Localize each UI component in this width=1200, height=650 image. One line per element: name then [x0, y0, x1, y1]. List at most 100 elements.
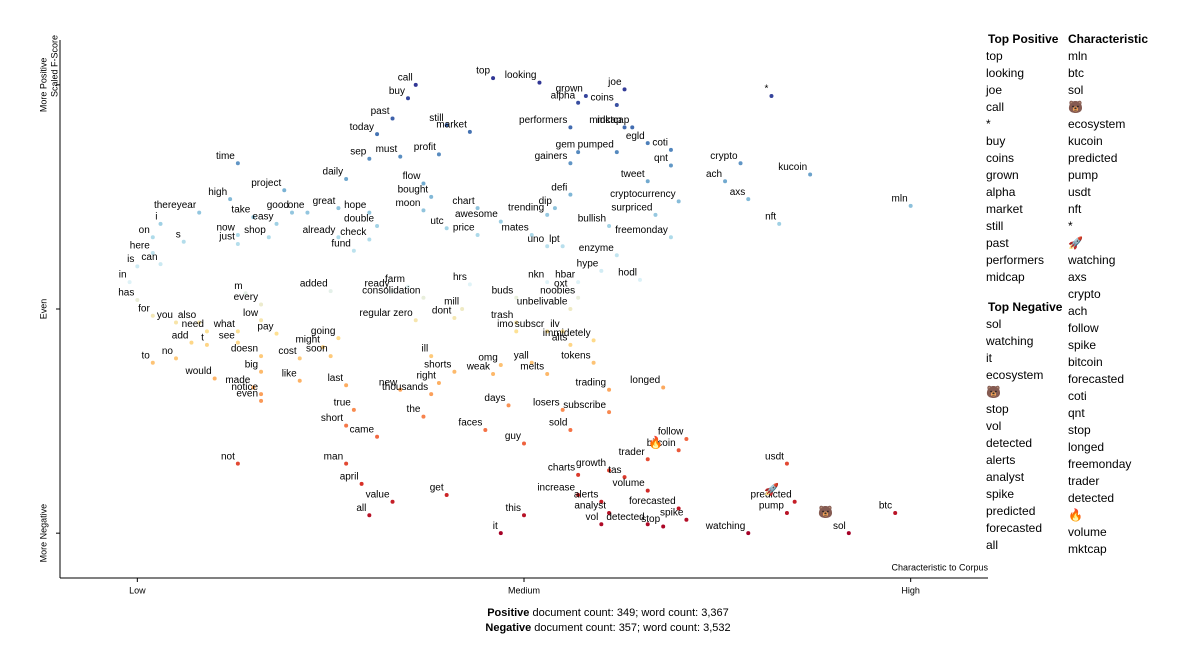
- word-label: project: [251, 178, 281, 189]
- list-item: joe: [985, 83, 1002, 97]
- word-point: [251, 385, 256, 390]
- word-point: [344, 423, 349, 428]
- word-label: volume: [612, 478, 645, 489]
- word-label: dip: [539, 196, 553, 207]
- word-point: [576, 100, 581, 105]
- word-point: [746, 197, 751, 202]
- count-label: Positive: [487, 607, 529, 619]
- word-label: forecasted: [629, 496, 676, 507]
- word-point: [723, 179, 728, 184]
- word-label: imo: [497, 319, 514, 330]
- word-point: [212, 376, 217, 381]
- word-label: immidetely: [543, 328, 591, 339]
- word-point: [661, 385, 666, 390]
- list-item: 🚀: [1068, 236, 1083, 250]
- list-item: detected: [986, 436, 1032, 450]
- word-label: it: [493, 521, 498, 532]
- word-label: btc: [879, 501, 892, 512]
- word-point: [228, 197, 233, 202]
- list-item: btc: [1068, 66, 1084, 80]
- word-point: [467, 282, 472, 287]
- list-item: coti: [1068, 389, 1087, 403]
- icon-point: 🔥: [648, 436, 663, 450]
- word-label: every: [234, 292, 258, 303]
- list-item: 🐻: [1068, 99, 1083, 114]
- word-point: [560, 244, 565, 249]
- word-point: [614, 150, 619, 155]
- list-item: all: [986, 538, 998, 552]
- word-point: [568, 428, 573, 433]
- word-point: [630, 125, 635, 130]
- word-point: [607, 468, 612, 473]
- word-point: [498, 219, 503, 224]
- word-point: [181, 239, 186, 244]
- word-label: vol: [586, 512, 599, 523]
- word-point: [769, 94, 774, 99]
- word-label: ilv: [550, 319, 559, 330]
- word-label: market: [436, 120, 467, 131]
- word-point: [421, 414, 426, 419]
- word-label: bought: [398, 185, 429, 196]
- word-label: bullish: [578, 214, 606, 225]
- word-point: [266, 235, 271, 240]
- list-item: pump: [1068, 168, 1098, 182]
- word-label: here: [130, 241, 150, 252]
- word-label: profit: [414, 142, 436, 153]
- word-point: [514, 320, 519, 325]
- word-point: [622, 125, 627, 130]
- word-point: [235, 340, 240, 345]
- word-point: [189, 340, 194, 345]
- list-item: forecasted: [986, 521, 1042, 535]
- word-point: [491, 372, 496, 377]
- word-label: this: [505, 503, 521, 514]
- word-label: tweet: [621, 169, 645, 180]
- word-label: sold: [549, 418, 567, 429]
- word-point: [235, 241, 240, 246]
- list-item: *: [986, 117, 991, 131]
- word-point: [235, 461, 240, 466]
- word-point: [622, 475, 627, 480]
- word-point: [668, 147, 673, 152]
- word-point: [444, 226, 449, 231]
- word-point: [135, 298, 140, 303]
- word-point: [607, 510, 612, 515]
- word-label: freemonday: [615, 225, 668, 236]
- word-point: [684, 517, 689, 522]
- word-label: tas: [608, 465, 621, 476]
- word-point: [676, 506, 681, 511]
- word-point: [429, 354, 434, 359]
- word-point: [150, 250, 155, 255]
- word-label: take: [231, 205, 250, 216]
- word-label: came: [350, 424, 375, 435]
- word-point: [150, 360, 155, 365]
- word-point: [792, 499, 797, 504]
- word-label: cost: [278, 346, 297, 357]
- word-label: daily: [323, 167, 344, 178]
- word-label: today: [350, 122, 374, 133]
- icon-point: 🚀: [764, 483, 779, 497]
- word-point: [576, 150, 581, 155]
- word-point: [545, 329, 550, 334]
- list-item: volume: [1068, 525, 1107, 539]
- word-point: [591, 360, 596, 365]
- word-point: [413, 318, 418, 323]
- list-item: alerts: [986, 453, 1015, 467]
- word-label: nft: [765, 211, 776, 222]
- word-label: omg: [478, 353, 497, 364]
- word-label: thereyear: [154, 200, 197, 211]
- word-label: faces: [458, 418, 482, 429]
- word-label: even: [236, 389, 258, 400]
- word-point: [367, 210, 372, 215]
- list-item: nft: [1068, 202, 1082, 216]
- count-line: Negative document count: 357; word count…: [485, 622, 730, 634]
- word-label: soon: [306, 344, 328, 355]
- word-point: [622, 87, 627, 92]
- word-label: uno: [528, 234, 545, 245]
- word-label: add: [172, 330, 189, 341]
- word-point: [599, 268, 604, 273]
- word-point: [429, 194, 434, 199]
- word-label: value: [366, 489, 390, 500]
- word-label: shop: [244, 225, 266, 236]
- list-item: follow: [1068, 321, 1099, 335]
- list-item: trader: [1068, 474, 1099, 488]
